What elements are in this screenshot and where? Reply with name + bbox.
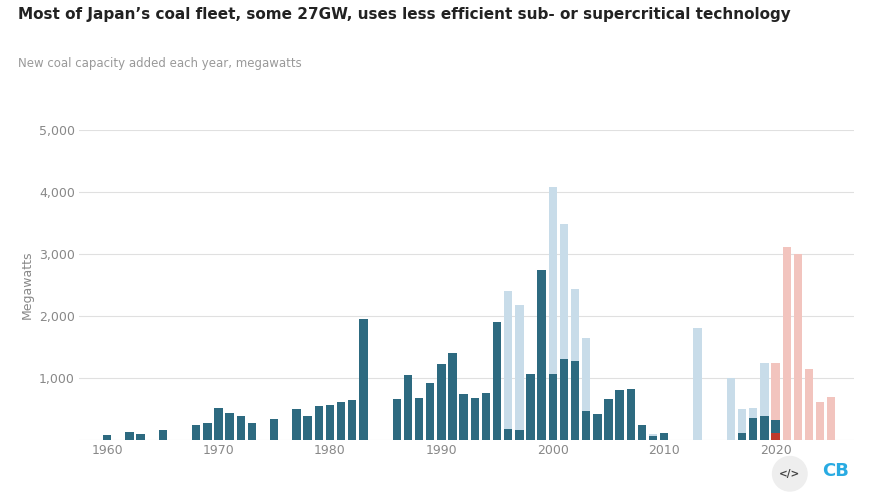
Bar [738, 433, 746, 440]
Bar [270, 419, 278, 440]
Bar [493, 322, 502, 440]
Bar [515, 430, 524, 440]
Bar [125, 432, 134, 440]
Bar [448, 426, 457, 440]
Bar [526, 430, 535, 440]
Bar [649, 434, 657, 440]
Bar [526, 374, 535, 440]
Bar [794, 254, 802, 440]
Bar [437, 364, 445, 440]
Bar [548, 187, 557, 440]
Bar [538, 430, 546, 440]
Bar [560, 224, 568, 440]
Bar [504, 291, 512, 440]
Bar [471, 421, 479, 440]
Bar [605, 399, 612, 440]
Bar [638, 425, 646, 440]
Text: CB: CB [822, 462, 849, 480]
Bar [582, 338, 590, 440]
Bar [827, 396, 835, 440]
Text: </>: </> [779, 469, 801, 479]
Bar [459, 425, 468, 440]
Text: Most of Japan’s coal fleet, some 27GW, uses less efficient sub- or supercritical: Most of Japan’s coal fleet, some 27GW, u… [18, 8, 790, 22]
Bar [805, 368, 813, 440]
Bar [404, 375, 412, 440]
Bar [203, 422, 211, 440]
Circle shape [773, 456, 807, 491]
Bar [571, 360, 579, 440]
Bar [237, 416, 245, 440]
Bar [215, 408, 223, 440]
Bar [593, 420, 602, 440]
Bar [471, 398, 479, 440]
Bar [760, 416, 768, 440]
Bar [749, 418, 758, 440]
Bar [337, 402, 345, 440]
Bar [605, 432, 612, 440]
Bar [225, 414, 234, 440]
Bar [392, 399, 401, 440]
Bar [493, 424, 502, 440]
Text: New coal capacity added each year, megawatts: New coal capacity added each year, megaw… [18, 58, 301, 70]
Bar [414, 434, 423, 440]
Bar [192, 424, 201, 440]
Bar [136, 434, 144, 440]
Bar [772, 362, 780, 440]
Bar [571, 290, 579, 440]
Bar [548, 374, 557, 440]
Bar [414, 398, 423, 440]
Bar [348, 400, 356, 440]
Bar [772, 420, 780, 440]
Bar [649, 436, 657, 440]
Bar [304, 416, 312, 440]
Bar [660, 433, 668, 440]
Y-axis label: Megawatts: Megawatts [20, 251, 33, 320]
Bar [248, 424, 256, 440]
Bar [404, 437, 412, 440]
Bar [359, 319, 368, 440]
Bar [749, 408, 758, 440]
Bar [627, 398, 635, 440]
Bar [103, 436, 111, 440]
Bar [326, 404, 334, 440]
Bar [504, 430, 512, 440]
Bar [760, 363, 768, 440]
Bar [158, 430, 167, 440]
Bar [481, 426, 490, 440]
Bar [459, 394, 468, 440]
Bar [392, 437, 401, 440]
Bar [638, 428, 646, 440]
Bar [314, 406, 323, 440]
Bar [738, 409, 746, 440]
Bar [292, 409, 301, 440]
Bar [615, 390, 624, 440]
Bar [560, 360, 568, 440]
Bar [481, 393, 490, 440]
Bar [693, 328, 701, 440]
Bar [615, 429, 624, 440]
Bar [437, 424, 445, 440]
Bar [582, 412, 590, 440]
Bar [627, 389, 635, 440]
Bar [593, 414, 602, 440]
Bar [816, 402, 825, 440]
Bar [727, 378, 735, 440]
Bar [538, 270, 546, 440]
Bar [426, 428, 435, 440]
Bar [448, 353, 457, 440]
Bar [426, 383, 435, 440]
Bar [772, 432, 780, 440]
Bar [515, 305, 524, 440]
Bar [782, 246, 791, 440]
